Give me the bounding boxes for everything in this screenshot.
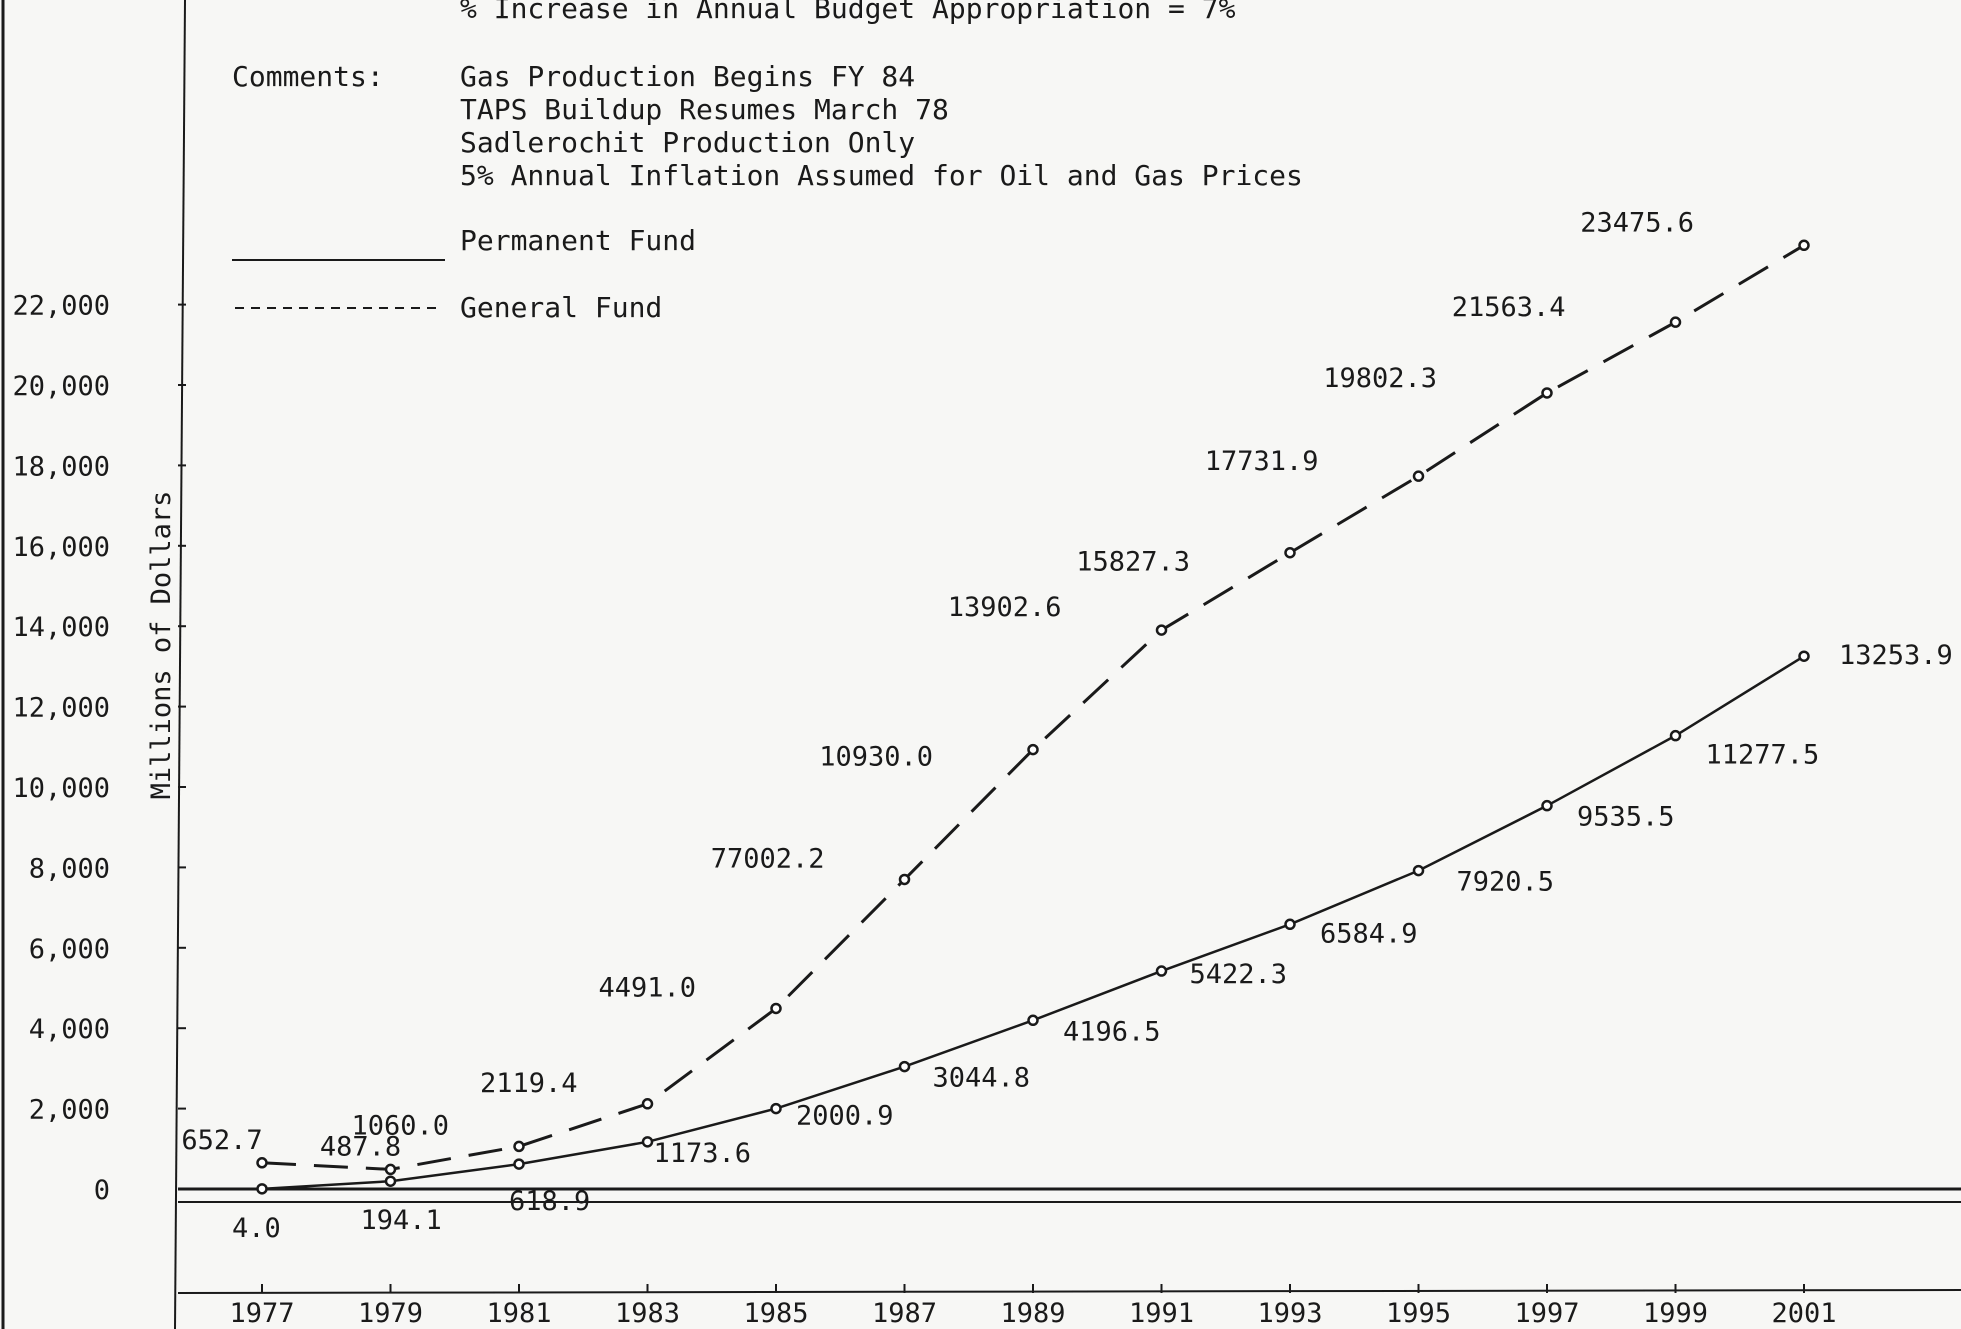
- x-tick-label: 1999: [1643, 1298, 1708, 1329]
- data-point-permanent-fund: [513, 1158, 525, 1170]
- data-label-permanent-fund: 618.9: [509, 1186, 590, 1217]
- legend: Permanent Fund General Fund: [232, 224, 696, 324]
- comment-line: Sadlerochit Production Only: [460, 126, 915, 159]
- series-line-permanent-fund: [261, 655, 1805, 1191]
- data-label-permanent-fund: 11277.5: [1706, 740, 1820, 771]
- data-point-permanent-fund: [1669, 729, 1682, 742]
- data-label-general-fund: 487.8: [320, 1131, 401, 1162]
- y-tick-label: 14,000: [12, 612, 110, 643]
- x-tick-label: 1995: [1386, 1298, 1451, 1329]
- x-tick-label: 1993: [1257, 1298, 1322, 1329]
- data-point-general-fund: [641, 1098, 654, 1110]
- x-axis-ticks: 1977 1979 1981 1983 1985 1987 1989 1991 1993 1995…: [229, 1284, 1837, 1329]
- data-point-general-fund: [384, 1163, 397, 1176]
- data-point-permanent-fund: [770, 1102, 782, 1115]
- legend-label-permanent-fund: Permanent Fund: [460, 224, 696, 257]
- data-point-general-fund: [256, 1157, 268, 1169]
- data-point-general-fund: [1155, 624, 1168, 636]
- data-point-general-fund: [1669, 316, 1682, 328]
- y-tick-label: 0: [94, 1175, 110, 1206]
- data-point-general-fund: [1412, 470, 1425, 482]
- data-point-general-fund: [1027, 743, 1039, 756]
- data-label-permanent-fund: 194.1: [361, 1205, 442, 1236]
- data-point-general-fund: [898, 873, 911, 886]
- data-label-permanent-fund: 7920.5: [1457, 867, 1555, 898]
- data-label-general-fund: 652.7: [181, 1125, 262, 1156]
- y-tick-label: 12,000: [12, 693, 110, 724]
- data-point-general-fund: [513, 1140, 525, 1153]
- comment-line: Gas Production Begins FY 84: [460, 60, 915, 93]
- data-label-permanent-fund: 4196.5: [1063, 1016, 1161, 1047]
- data-label-general-fund: 15827.3: [1076, 547, 1190, 578]
- data-point-permanent-fund: [641, 1136, 654, 1148]
- y-tick-label: 2,000: [29, 1095, 110, 1126]
- comments-label: Comments:: [232, 60, 384, 93]
- data-label-permanent-fund: 4.0: [232, 1213, 281, 1244]
- data-point-permanent-fund: [256, 1183, 268, 1195]
- data-label-general-fund: 13902.6: [948, 592, 1062, 623]
- comment-line: 5% Annual Inflation Assumed for Oil and …: [460, 159, 1303, 192]
- data-point-general-fund: [1798, 239, 1810, 252]
- data-label-permanent-fund: 5422.3: [1190, 959, 1288, 990]
- y-axis-title: Millions of Dollars: [146, 491, 177, 800]
- data-label-general-fund: 23475.6: [1580, 207, 1694, 238]
- data-label-general-fund: 4491.0: [598, 972, 696, 1003]
- y-tick-label: 18,000: [12, 451, 110, 482]
- y-tick-label: 10,000: [12, 773, 110, 804]
- x-tick-label: 1985: [743, 1298, 808, 1329]
- y-axis-ticks: 0 2,000 4,000 6,000 8,000 10,000 12,000 14,000 1…: [12, 291, 186, 1206]
- data-point-general-fund: [1541, 387, 1553, 399]
- data-label-general-fund: 21563.4: [1452, 292, 1566, 323]
- data-point-permanent-fund: [1798, 650, 1810, 662]
- x-tick-label: 1977: [229, 1298, 294, 1329]
- x-tick-label: 1979: [358, 1298, 423, 1329]
- x-tick-label: 1991: [1129, 1298, 1194, 1329]
- data-point-general-fund: [770, 1002, 782, 1015]
- header-line: % Increase in Annual Budget Appropriatio…: [460, 0, 1236, 25]
- data-label-general-fund: 17731.9: [1205, 446, 1319, 477]
- data-label-permanent-fund: 2000.9: [796, 1101, 894, 1132]
- data-label-permanent-fund: 13253.9: [1839, 640, 1953, 671]
- x-tick-label: 1989: [1000, 1298, 1065, 1329]
- y-tick-label: 4,000: [29, 1014, 110, 1045]
- x-axis-line: [177, 1289, 1961, 1294]
- y-tick-label: 20,000: [12, 371, 110, 402]
- x-tick-label: 1983: [615, 1298, 680, 1329]
- x-tick-label: 2001: [1771, 1298, 1836, 1329]
- data-point-permanent-fund: [384, 1175, 397, 1187]
- data-label-general-fund: 19802.3: [1323, 363, 1437, 394]
- legend-label-general-fund: General Fund: [460, 291, 662, 324]
- data-point-permanent-fund: [1412, 864, 1425, 877]
- data-point-permanent-fund: [1541, 799, 1553, 812]
- data-label-permanent-fund: 6584.9: [1320, 918, 1418, 949]
- y-axis-line: [174, 0, 186, 1329]
- x-tick-label: 1997: [1514, 1298, 1579, 1329]
- data-label-permanent-fund: 3044.8: [933, 1063, 1031, 1094]
- comment-line: TAPS Buildup Resumes March 78: [460, 93, 949, 126]
- data-label-permanent-fund: 9535.5: [1577, 802, 1675, 833]
- y-tick-label: 8,000: [29, 853, 110, 884]
- y-tick-label: 16,000: [12, 532, 110, 563]
- x-tick-label: 1981: [486, 1298, 551, 1329]
- data-point-permanent-fund: [1027, 1014, 1039, 1027]
- data-label-general-fund: 77002.2: [711, 843, 825, 874]
- data-label-general-fund: 2119.4: [480, 1068, 578, 1099]
- data-point-general-fund: [1284, 546, 1296, 559]
- y-tick-label: 22,000: [12, 291, 110, 322]
- data-label-general-fund: 1060.0: [351, 1110, 449, 1141]
- x-tick-label: 1987: [872, 1298, 937, 1329]
- data-point-permanent-fund: [898, 1060, 911, 1073]
- data-label-general-fund: 10930.0: [819, 742, 933, 773]
- data-label-permanent-fund: 1173.6: [654, 1138, 752, 1169]
- y-tick-label: 6,000: [29, 934, 110, 965]
- series-line-general-fund: [261, 243, 1805, 1171]
- data-point-permanent-fund: [1284, 918, 1296, 931]
- data-point-permanent-fund: [1155, 965, 1168, 977]
